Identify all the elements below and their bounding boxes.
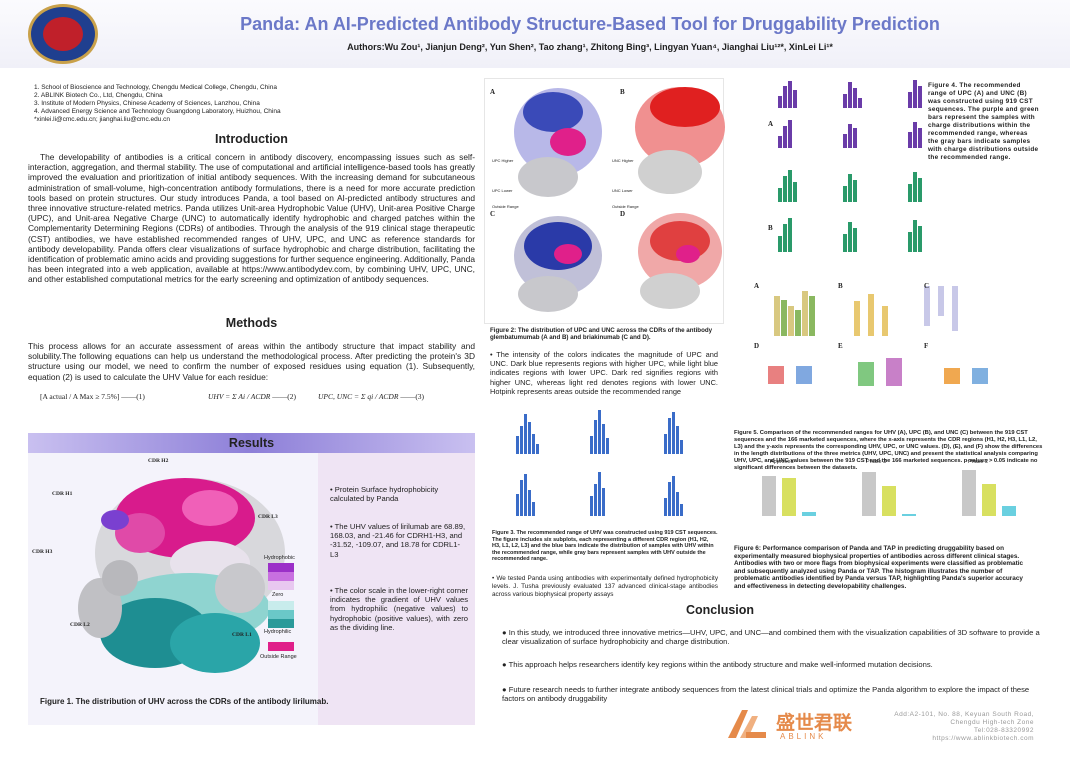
fig6-title-phase2: Phase 2 — [968, 459, 988, 465]
affiliations: 1. School of Bioscience and Technology, … — [34, 84, 474, 124]
cdr-h1-label: CDR H1 — [52, 491, 72, 497]
equation-2: UHV = Σ Ai / ACDR ——(2) — [208, 392, 318, 402]
methods-heading: Methods — [28, 316, 475, 330]
fig2-legend-upc-higher: UPC Higher — [492, 158, 513, 163]
equation-3: UPC, UNC = Σ qi / ACDR ——(3) — [318, 392, 458, 402]
results-heading: Results — [28, 433, 475, 453]
results-bullet-3: • The color scale in the lower-right cor… — [330, 586, 468, 632]
legend-hydrophilic-label: Hydrophilic — [264, 629, 291, 635]
fig4-letter-a: A — [768, 120, 773, 128]
conclusion-item-3: ● Future research needs to further integ… — [502, 685, 1042, 703]
figure-4-caption: Figure 4. The recommended range of UPC (… — [928, 82, 1040, 162]
results-bullet-1: • Protein Surface hydrophobicity calcula… — [330, 485, 468, 503]
cdr-h3-label: CDR H3 — [32, 549, 52, 555]
cdr-l1-label: CDR L1 — [232, 632, 252, 638]
introduction-text: The developability of antibodies is a cr… — [28, 152, 475, 285]
fig2-surface-b — [630, 82, 730, 200]
legend-outside-swatch — [268, 642, 294, 651]
figure-2-caption: Figure 2: The distribution of UPC and UN… — [490, 327, 718, 342]
fig2-legend-unc-lower: UNC Lower — [612, 188, 633, 193]
affiliation-line: 3. Institute of Modern Physics, Chinese … — [34, 100, 474, 108]
figure-3-bullet: • We tested Panda using antibodies with … — [492, 575, 718, 598]
legend-hydrophilic-swatch-2 — [268, 610, 294, 619]
legend-zero-label: Zero — [272, 592, 283, 598]
figure-3-histograms — [492, 404, 718, 526]
legend-hydrophobic-label: Hydrophobic — [264, 555, 295, 561]
affiliation-line: 4. Advanced Energy Science and Technolog… — [34, 108, 474, 116]
legend-hydrophilic-swatch — [268, 601, 294, 610]
fig2-letter-d: D — [620, 210, 625, 218]
equation-1: [A actual / A Max ≥ 7.5%] ——(1) — [40, 392, 160, 402]
methods-text: This process allows for an accurate asse… — [28, 341, 475, 382]
figure-6-caption: Figure 6: Performance comparison of Pand… — [734, 545, 1034, 591]
footer-address-line: Add:A2-101, No. 88, Keyuan South Road, — [870, 711, 1034, 719]
brand-name-en: ABLINK — [780, 732, 826, 741]
conclusion-item-1: ● In this study, we introduced three inn… — [502, 628, 1042, 646]
fig5-letter-c: C — [924, 282, 929, 290]
fig5-letter-d: D — [754, 342, 759, 350]
fig6-title-approved: Approved — [770, 459, 794, 465]
results-bullet-2: • The UHV values of lirilumab are 68.89,… — [330, 522, 468, 559]
legend-hydrophobic-swatch-2 — [268, 572, 294, 581]
affiliation-line: 1. School of Bioscience and Technology, … — [34, 84, 474, 92]
fig2-letter-b: B — [620, 88, 625, 96]
brand-name-cn: 盛世君联 — [776, 708, 852, 735]
poster-header: Panda: An AI-Predicted Antibody Structur… — [0, 0, 1070, 68]
fig2-surface-d — [630, 206, 730, 316]
fig2-legend-unc-higher: UNC Higher — [612, 158, 634, 163]
footer-address: Add:A2-101, No. 88, Keyuan South Road, C… — [870, 711, 1034, 743]
figure-6-charts — [732, 458, 1042, 528]
results-heading-bar: Results — [28, 433, 475, 453]
legend-hydrophilic-swatch-3 — [268, 619, 294, 628]
fig5-letter-a: A — [754, 282, 759, 290]
fig4-letter-b: B — [768, 224, 773, 232]
cdr-l3-label: CDR L3 — [258, 514, 278, 520]
legend-hydrophobic-swatch-3 — [268, 581, 294, 590]
author-list: Authors:Wu Zou¹, Jianjun Deng², Yun Shen… — [150, 42, 1030, 52]
fig2-legend-upc-outside: Outside Range — [492, 204, 519, 209]
fig2-surface-a — [508, 82, 608, 200]
footer-phone: Tel:028-83320992 — [870, 727, 1034, 735]
cdr-l2-label: CDR L2 — [70, 622, 90, 628]
fig2-legend-upc-lower: UPC Lower — [492, 188, 512, 193]
fig2-legend-unc-outside: Outside Range — [612, 204, 639, 209]
fig2-surface-c — [508, 206, 608, 316]
fig2-letter-c: C — [490, 210, 495, 218]
figure-3-caption: Figure 3. The recommended range of UHV w… — [492, 530, 718, 563]
legend-outside-label: Outside Range — [260, 654, 297, 660]
fig5-letter-e: E — [838, 342, 843, 350]
conclusion-item-2: ● This approach helps researchers identi… — [502, 660, 1042, 669]
fig5-letter-b: B — [838, 282, 843, 290]
legend-hydrophobic-swatch — [268, 563, 294, 572]
ablink-logo-icon — [726, 708, 768, 740]
introduction-heading: Introduction — [28, 132, 475, 146]
affiliation-line: 2. ABLINK Biotech Co., Ltd, Chengdu, Chi… — [34, 92, 474, 100]
cdr-h2-label: CDR H2 — [148, 458, 168, 464]
figure-5-charts — [754, 276, 1044, 426]
figure-2-bullet: • The intensity of the colors indicates … — [490, 350, 718, 396]
college-logo-icon — [28, 4, 98, 64]
footer-url: https://www.ablinkbiotech.com — [870, 735, 1034, 743]
conclusion-heading: Conclusion — [660, 603, 780, 617]
footer-address-line: Chengdu High-tech Zone — [870, 719, 1034, 727]
fig6-title-phase3: Phase 3 — [866, 459, 886, 465]
fig5-letter-f: F — [924, 342, 928, 350]
fig2-letter-a: A — [490, 88, 495, 96]
figure-1-caption: Figure 1. The distribution of UHV across… — [40, 697, 460, 706]
affiliation-line: *xinlei.li@cmc.edu.cn; jianghai.liu@cmc.… — [34, 116, 474, 124]
poster-title: Panda: An AI-Predicted Antibody Structur… — [150, 14, 1030, 35]
